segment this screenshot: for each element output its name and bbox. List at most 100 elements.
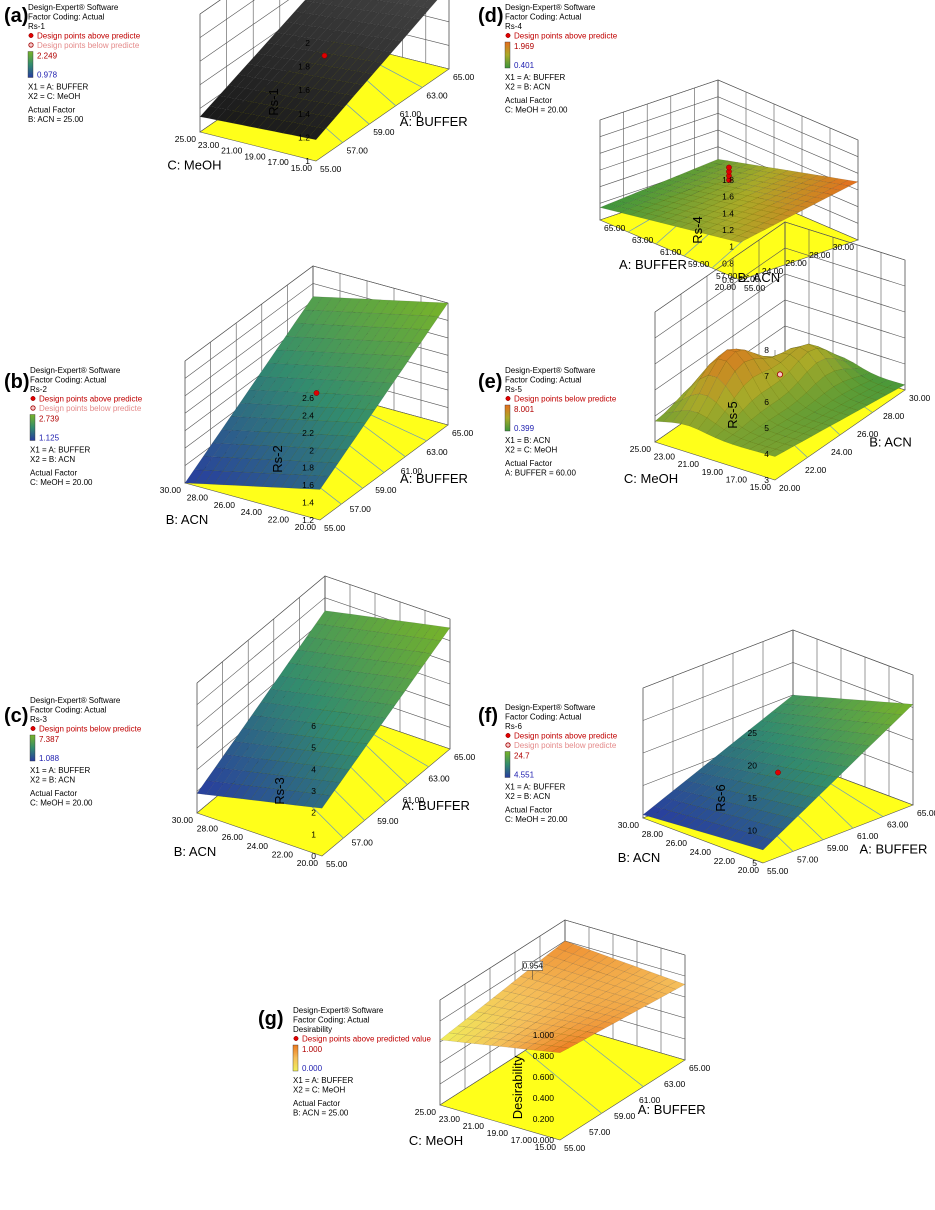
info-actual-factor: B: ACN = 25.00 — [293, 1109, 349, 1118]
x-tick-label: 59.00 — [373, 127, 395, 137]
info-x1: X1 = A: BUFFER — [505, 783, 565, 792]
z-tick-label: 0.8 — [722, 258, 734, 268]
color-max: 1.000 — [302, 1045, 323, 1054]
panel-label: (c) — [4, 705, 28, 727]
color-bar — [27, 51, 34, 78]
z-tick-label: 4 — [764, 449, 769, 459]
legend-above: Design points above predicte — [514, 32, 618, 41]
z-gridline — [199, 0, 290, 62]
info-actual-factor-label: Actual Factor — [293, 1099, 340, 1108]
info-x1: X1 = A: BUFFER — [30, 766, 90, 775]
legend-dot-icon — [293, 1036, 299, 1041]
z-tick-label: 0 — [311, 851, 316, 861]
x-axis-label: A: BUFFER — [860, 842, 928, 857]
z-tick-label: 15 — [748, 793, 758, 803]
x-tick-label: 61.00 — [857, 831, 879, 841]
y-tick-label: 26.00 — [214, 500, 236, 510]
z-axis-label: Rs-4 — [690, 216, 705, 243]
z-tick-label: 1.6 — [298, 85, 310, 95]
design-point — [775, 769, 781, 776]
tick-labels: 0.000 0.200 0.400 0.600 0.800 1.000 55.0057.00… — [415, 1030, 711, 1153]
x-tick-label: 57.00 — [589, 1127, 611, 1137]
z-tick-label: 1.4 — [722, 208, 734, 218]
x-tick-label: 59.00 — [377, 816, 399, 826]
y-tick-label: 15.00 — [535, 1142, 557, 1152]
z-gridline — [599, 79, 859, 141]
info-response: Rs-6 — [505, 722, 522, 731]
info-actual-factor: C: MeOH = 20.00 — [30, 478, 93, 487]
x-tick-label: 61.00 — [400, 109, 422, 119]
info-response: Rs-3 — [30, 715, 47, 724]
legend-dot-below-icon — [505, 742, 511, 748]
x-tick-label: 63.00 — [428, 773, 450, 783]
z-tick-label: 1.000 — [533, 1030, 555, 1040]
color-min: 4.551 — [514, 771, 535, 780]
z-tick-label: 1.8 — [302, 463, 314, 473]
info-factor-coding: Factor Coding: Actual — [30, 706, 107, 715]
legend-below: Design points below predicte — [39, 404, 142, 413]
x-tick-label: 59.00 — [375, 485, 397, 495]
z-tick-label: 0.6 — [722, 275, 734, 285]
z-tick-label: 7 — [764, 371, 769, 381]
x-tick-label: 59.00 — [688, 259, 710, 269]
x-tick-label: 26.00 — [857, 429, 879, 439]
z-tick-label: 5 — [752, 858, 757, 868]
x-tick-label: 59.00 — [827, 843, 849, 853]
panel-label: (g) — [258, 1008, 284, 1030]
x-tick-label: 57.00 — [797, 854, 819, 864]
color-min: 0.978 — [37, 71, 58, 80]
y-tick-label: 15.00 — [750, 482, 772, 492]
color-bar — [292, 1044, 299, 1072]
design-point — [313, 390, 320, 396]
tick-labels: 1 1.2 1.4 1.6 1.8 2 55.00 57.00 59.00 61.00 63.00 6… — [175, 38, 475, 174]
x-tick-label: 55.00 — [320, 164, 342, 174]
info-x1: X1 = A: BUFFER — [30, 446, 90, 455]
y-tick-label: 28.00 — [197, 824, 219, 834]
x-tick-label: 65.00 — [689, 1063, 711, 1073]
tick-labels: 0.6 0.8 1 1.2 1.4 1.6 1.8 55.00 57.00 59.00 61.00 6… — [604, 175, 854, 293]
x-axis-label: B: ACN — [869, 435, 912, 450]
info-actual-factor-label: Actual Factor — [28, 106, 75, 115]
z-tick-label: 2.2 — [302, 428, 314, 438]
z-tick-label: 25 — [748, 728, 758, 738]
y-tick-label: 30.00 — [172, 815, 194, 825]
y-tick-label: 17.00 — [726, 474, 748, 484]
y-tick-label: 20.00 — [297, 858, 319, 868]
x-tick-label: 22.00 — [805, 465, 827, 475]
x-tick-label: 55.00 — [767, 866, 789, 876]
z-tick-label: 1.2 — [722, 225, 734, 235]
z-tick-label: 2 — [309, 445, 314, 455]
info-x1: X1 = A: BUFFER — [28, 83, 88, 92]
z-tick-label: 20 — [748, 761, 758, 771]
y-tick-label: 17.00 — [268, 157, 290, 167]
y-axis-label: B: ACN — [174, 844, 217, 859]
x-tick-label: 57.00 — [350, 504, 372, 514]
info-response: Rs-1 — [28, 22, 45, 31]
y-axis-label: B: ACN — [618, 850, 661, 865]
z-axis-label: Rs-5 — [725, 401, 740, 428]
info-actual-factor: C: MeOH = 20.00 — [505, 106, 568, 115]
z-axis-label: Rs-1 — [266, 88, 281, 115]
y-tick-label: 15.00 — [291, 163, 313, 173]
y-axis-label: C: MeOH — [167, 158, 221, 173]
legend-above: Design points below predicte — [514, 395, 617, 404]
x-tick-label: 57.00 — [352, 838, 374, 848]
z-axis-label: Rs-2 — [270, 445, 285, 472]
z-tick-label: 2 — [311, 808, 316, 818]
info-software: Design-Expert® Software — [505, 703, 596, 712]
x-tick-label: 63.00 — [887, 820, 909, 830]
info-response: Rs-4 — [505, 22, 522, 31]
info-factor-coding: Factor Coding: Actual — [30, 376, 107, 385]
info-software: Design-Expert® Software — [505, 3, 596, 12]
z-tick-label: 8 — [764, 345, 769, 355]
design-point — [321, 52, 328, 59]
info-actual-factor: C: MeOH = 20.00 — [505, 815, 568, 824]
y-tick-label: 26.00 — [222, 832, 244, 842]
